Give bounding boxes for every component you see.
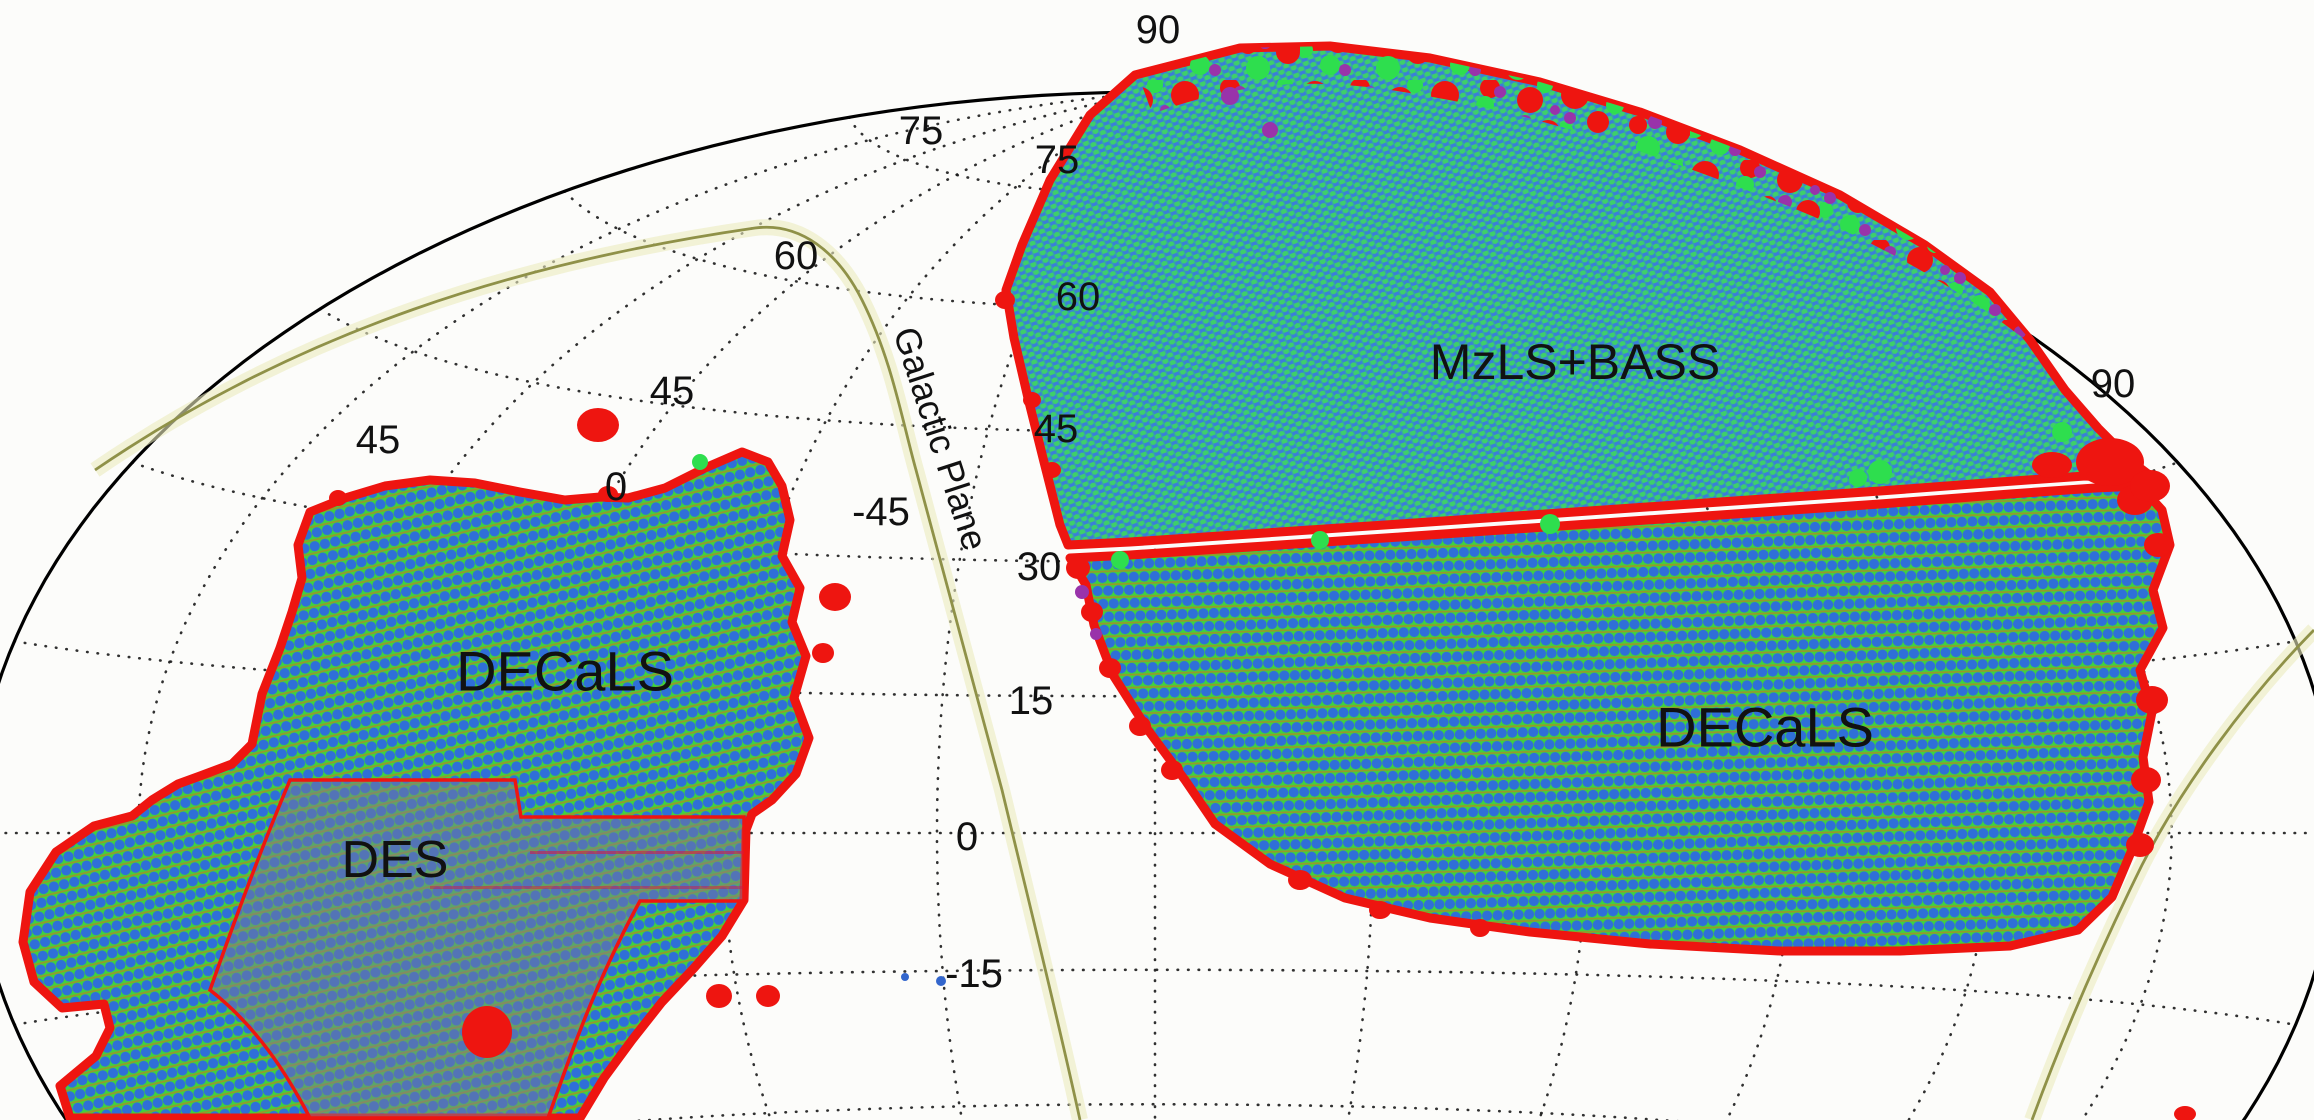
red-blob: [1369, 901, 1391, 919]
red-blob: [2131, 767, 2161, 793]
red-blob: [706, 984, 732, 1008]
purple-blob: [1262, 122, 1278, 138]
survey-footprints: [18, 41, 2196, 1120]
coordinate-tick-label: 90: [1136, 8, 1181, 52]
red-blob: [1043, 462, 1061, 478]
coordinate-tick-label: 0: [605, 465, 627, 509]
des-stripe: [430, 886, 744, 889]
galactic-plane-line: [2030, 629, 2314, 1120]
red-blob: [598, 486, 618, 502]
meridian-line: [721, 96, 1147, 1120]
red-blob: [2136, 686, 2168, 714]
green-blob: [1540, 514, 1560, 534]
green-blob: [1849, 469, 1867, 487]
red-blob: [2032, 452, 2072, 478]
red-blob: [2144, 533, 2172, 557]
red-blob: [1023, 392, 1041, 408]
red-blob: [577, 408, 619, 442]
red-blob: [2130, 470, 2170, 502]
red-blob: [819, 583, 851, 611]
footprint-decals-north: [1065, 481, 2175, 956]
green-blob: [2052, 422, 2072, 442]
green-blob: [1868, 460, 1892, 484]
purple-blob: [1221, 87, 1239, 105]
red-blob: [1161, 760, 1183, 780]
red-blob: [462, 1006, 512, 1058]
green-blob: [1111, 551, 1129, 569]
survey-label-decals-south: DECaLS: [456, 640, 674, 703]
meridian-line: [1163, 96, 1589, 1120]
red-blob: [1081, 602, 1103, 622]
parallel-line: [13, 968, 2297, 1027]
survey-label-des: DES: [342, 831, 449, 889]
coordinate-tick-label: 60: [774, 234, 819, 278]
coordinate-tick-label: 60: [1056, 275, 1101, 319]
coordinate-tick-label: -15: [945, 952, 1003, 996]
green-blob: [692, 454, 708, 470]
red-blob: [1099, 658, 1121, 678]
blue-dot: [901, 973, 909, 981]
coordinate-tick-label: -45: [852, 490, 910, 534]
galactic-plane-line: [94, 225, 1082, 1120]
coordinate-tick-label: 75: [899, 109, 944, 153]
purple-blob: [1075, 585, 1089, 599]
coordinate-tick-label: 45: [356, 418, 401, 462]
purple-blob: [1090, 628, 1102, 640]
coordinate-tick-label: 30: [1017, 545, 1062, 589]
coordinate-tick-label: 90: [2091, 362, 2136, 406]
des-stripe: [530, 851, 744, 854]
red-blob: [329, 490, 347, 506]
survey-label-decals-north: DECaLS: [1656, 696, 1874, 759]
red-blob: [1129, 716, 1151, 736]
footprint-mzls-bass: [1001, 41, 2161, 550]
coordinate-tick-label: 45: [1034, 407, 1079, 451]
red-blob: [2126, 833, 2154, 857]
green-blob: [1311, 531, 1329, 549]
red-blob: [812, 643, 834, 663]
coordinate-labels: 90 75 75 60 60 45 45 45 0 -45 30 15 0 -15 90: [356, 8, 2136, 996]
red-blob: [1470, 919, 1490, 937]
footprint-des-overlay: [207, 778, 746, 1120]
red-blob: [1066, 557, 1090, 579]
red-blob: [995, 291, 1015, 309]
red-blob: [1288, 870, 1312, 890]
coordinate-tick-label: 0: [956, 815, 978, 859]
red-blob: [2076, 438, 2144, 486]
coordinate-tick-label: 45: [650, 369, 695, 413]
galactic-plane-curve: [90, 219, 2314, 1120]
survey-label-mzls-bass: MzLS+BASS: [1430, 334, 1720, 390]
coordinate-tick-label: 15: [1009, 679, 1054, 723]
coordinate-tick-label: 75: [1035, 138, 1080, 182]
red-blob: [2174, 1106, 2196, 1120]
blue-dot: [936, 976, 946, 986]
red-blob: [756, 985, 780, 1007]
